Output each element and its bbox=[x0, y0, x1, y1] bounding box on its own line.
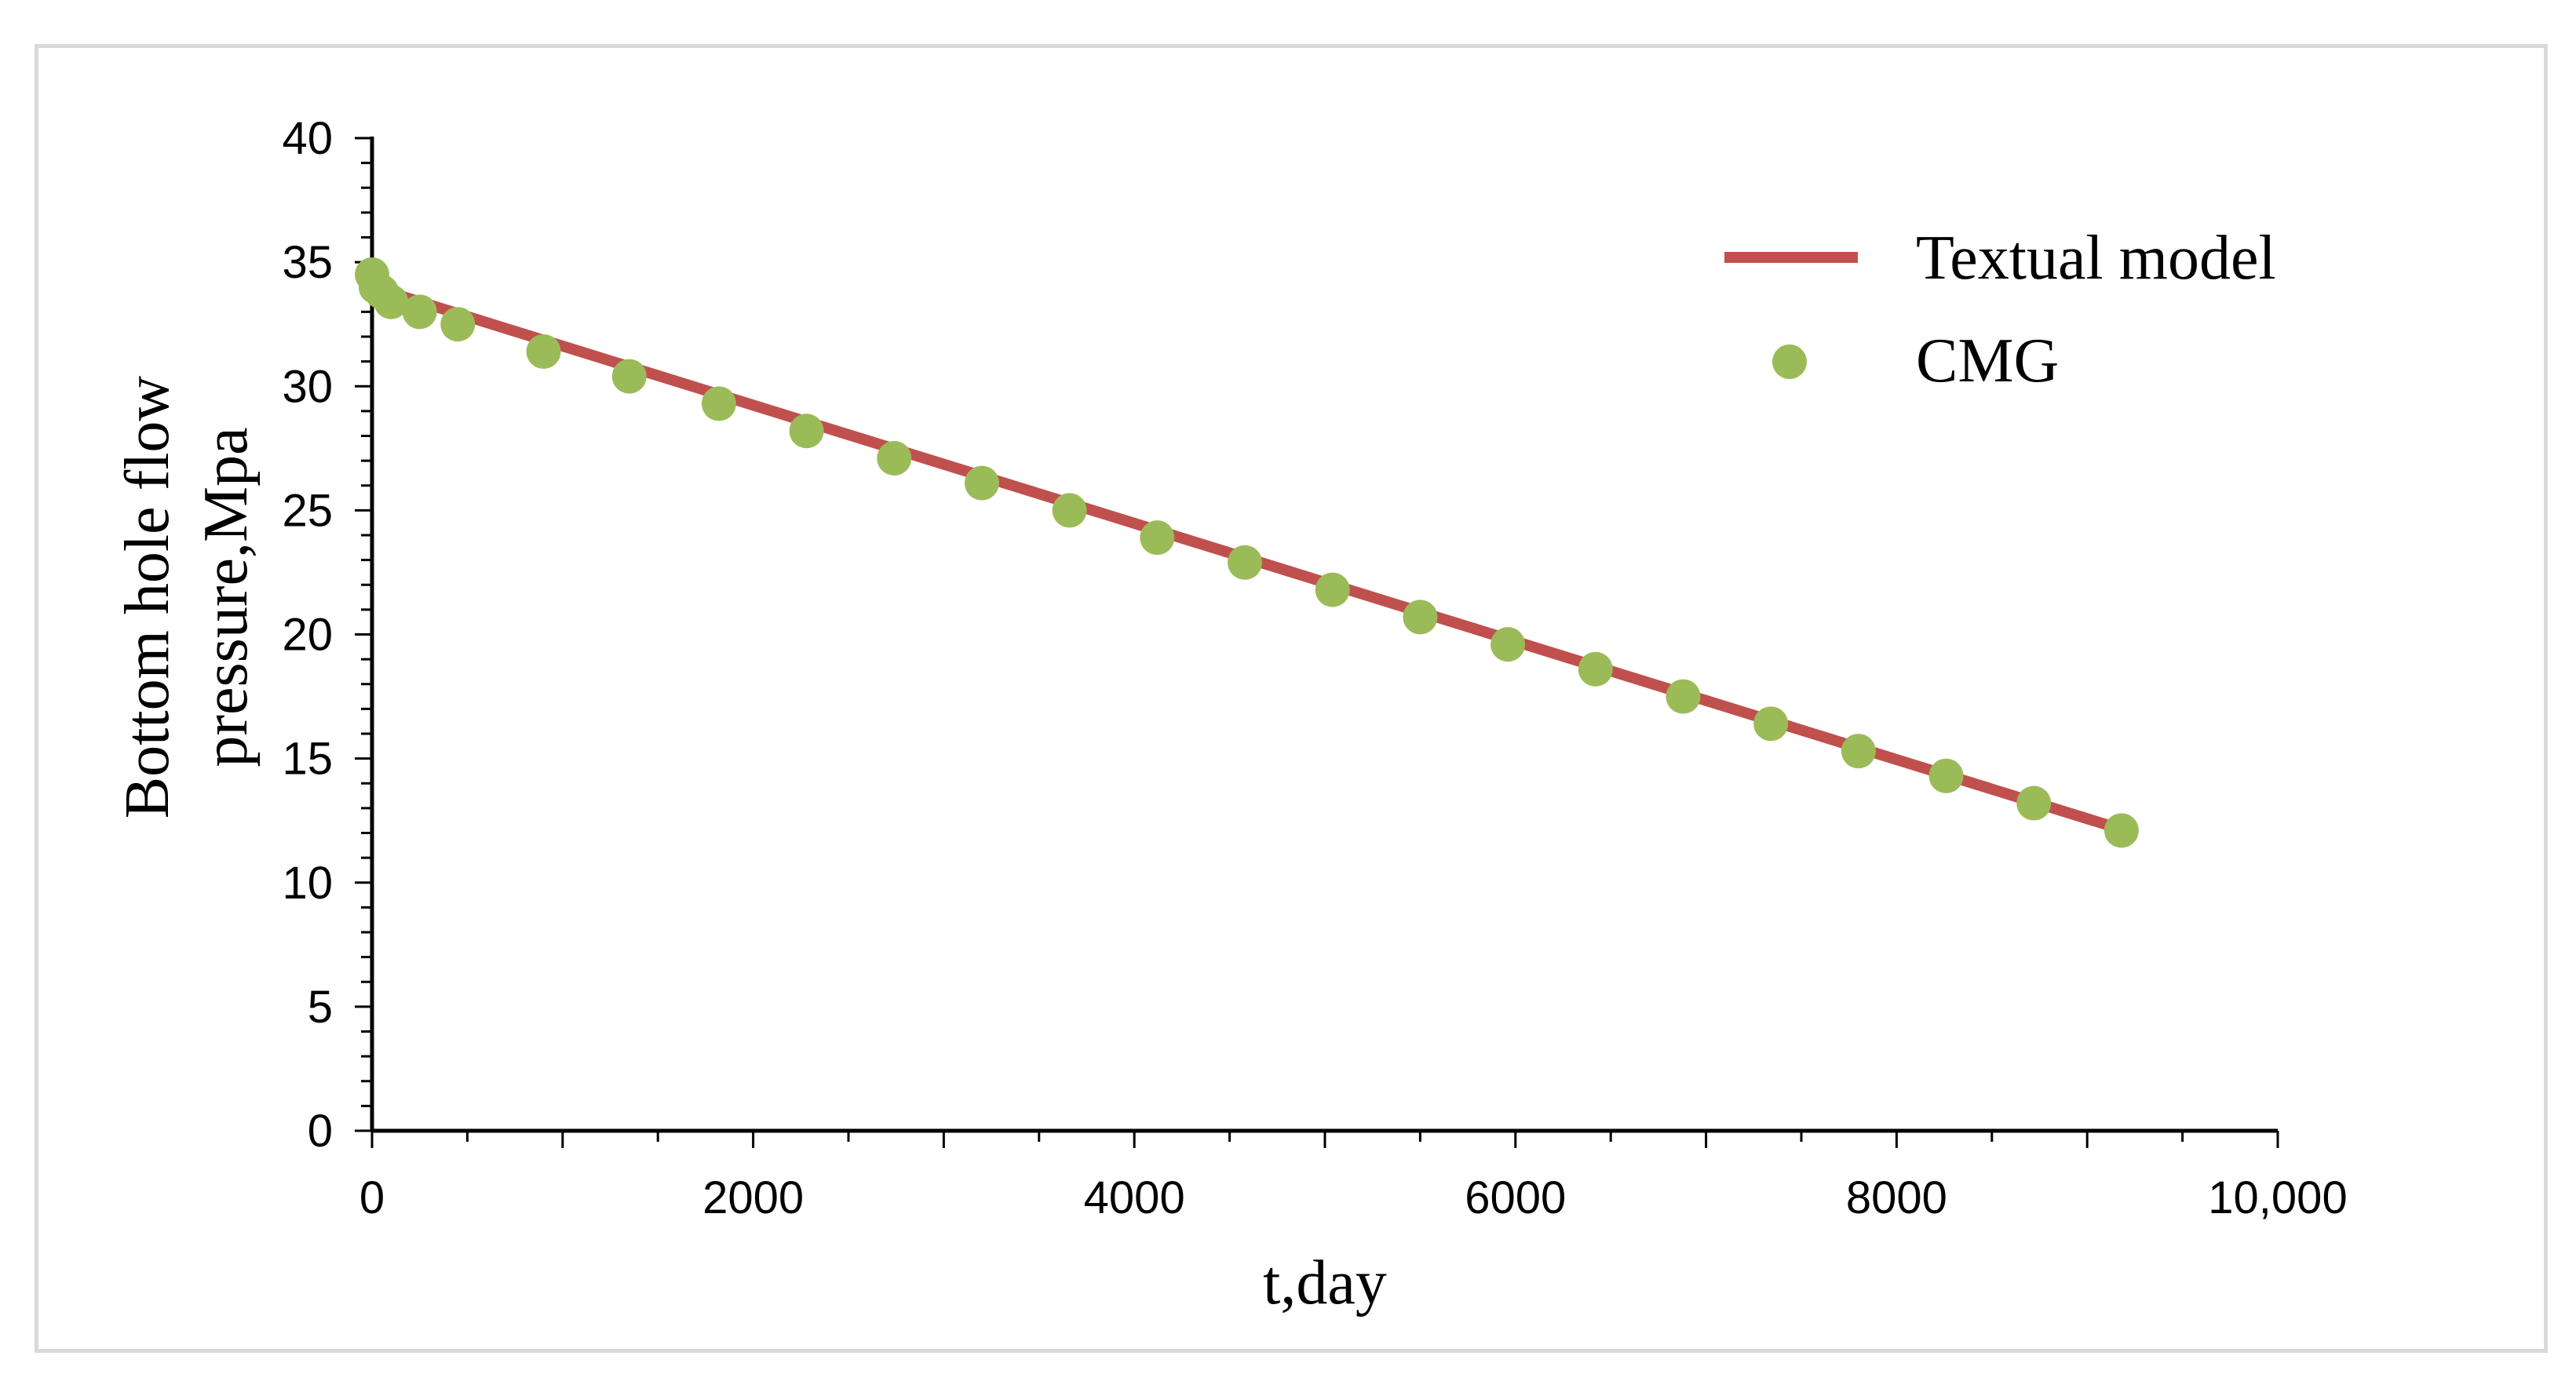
scatter-series bbox=[355, 257, 2139, 848]
legend-label-cmg: CMG bbox=[1916, 326, 2059, 395]
x-tick-label: 10,000 bbox=[2208, 1172, 2347, 1223]
y-tick-label: 0 bbox=[308, 1106, 333, 1157]
cmg-point bbox=[440, 307, 476, 342]
cmg-point bbox=[526, 334, 561, 369]
legend-label-textual-model: Textual model bbox=[1916, 224, 2276, 293]
cmg-point bbox=[789, 414, 824, 449]
cmg-point bbox=[1578, 651, 1613, 687]
x-tick-label: 6000 bbox=[1465, 1172, 1566, 1223]
legend-point-swatch bbox=[1772, 344, 1807, 379]
cmg-point bbox=[1315, 572, 1350, 607]
cmg-point bbox=[1491, 627, 1526, 662]
y-tick-label: 5 bbox=[308, 982, 333, 1033]
y-axis-title-line-2: pressure,Mpa bbox=[192, 427, 261, 767]
y-tick-label: 25 bbox=[282, 485, 333, 536]
legend: Textual model CMG bbox=[1724, 224, 2276, 395]
cmg-point bbox=[1841, 734, 1876, 769]
cmg-point bbox=[1403, 600, 1438, 635]
ticks: 0 5 10 15 20 25 30 35 40 0 2000 4000 6000 8000 10,000 bbox=[282, 113, 2347, 1223]
y-tick-label: 35 bbox=[282, 237, 333, 288]
y-tick-label: 10 bbox=[282, 858, 333, 909]
cmg-point bbox=[2103, 813, 2139, 848]
y-axis-title-line-1: Bottom hole flow bbox=[113, 376, 182, 819]
cmg-point bbox=[611, 359, 647, 394]
cmg-point bbox=[701, 386, 736, 421]
y-tick-label: 15 bbox=[282, 734, 333, 785]
x-axis-title: t,day bbox=[1263, 1248, 1387, 1318]
x-tick-label: 8000 bbox=[1846, 1172, 1947, 1223]
cmg-point bbox=[1753, 706, 1789, 742]
cmg-point bbox=[1928, 758, 1964, 793]
x-tick-label: 4000 bbox=[1084, 1172, 1185, 1223]
x-tick-label: 0 bbox=[359, 1172, 385, 1223]
cmg-point bbox=[1140, 520, 1175, 556]
cmg-point bbox=[877, 440, 912, 476]
cmg-point bbox=[374, 284, 409, 319]
chart-frame: 0 5 10 15 20 25 30 35 40 0 2000 4000 6000 8000 10,000 … bbox=[35, 44, 2548, 1353]
cmg-point bbox=[1666, 679, 1701, 714]
cmg-point bbox=[964, 465, 999, 501]
cmg-point bbox=[402, 294, 437, 330]
y-tick-label: 20 bbox=[282, 610, 333, 661]
x-tick-label: 2000 bbox=[702, 1172, 804, 1223]
y-tick-label: 30 bbox=[282, 361, 333, 412]
cmg-point bbox=[2016, 785, 2052, 821]
cmg-point bbox=[1052, 493, 1087, 528]
cmg-point bbox=[1228, 545, 1263, 580]
y-tick-label: 40 bbox=[282, 113, 333, 164]
